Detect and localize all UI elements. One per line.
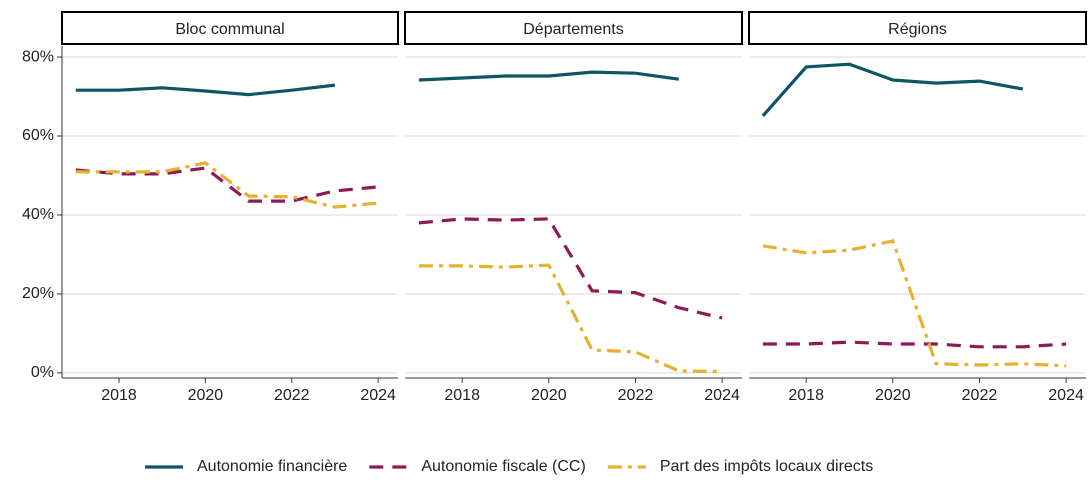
y-tick-label: 40% bbox=[22, 206, 54, 223]
x-tick-label: 2022 bbox=[274, 387, 310, 404]
series-line bbox=[75, 166, 379, 203]
strip bbox=[61, 11, 399, 45]
series-line bbox=[418, 217, 723, 320]
x-tick-label: 2018 bbox=[788, 387, 824, 404]
y-tick-label: 20% bbox=[22, 285, 54, 302]
series-line bbox=[75, 83, 336, 97]
x-tick-label: 2024 bbox=[1048, 387, 1084, 404]
series-line bbox=[75, 161, 379, 209]
x-tick-label: 2024 bbox=[360, 387, 396, 404]
legend-label: Part des impôts locaux directs bbox=[660, 458, 873, 475]
x-tick-label: 2020 bbox=[531, 387, 567, 404]
series-line bbox=[762, 340, 1067, 349]
x-tick-label: 2018 bbox=[101, 387, 137, 404]
series-line bbox=[418, 70, 680, 82]
y-tick-label: 60% bbox=[22, 127, 54, 144]
legend-label: Autonomie financière bbox=[197, 458, 347, 475]
series-line bbox=[762, 239, 1067, 368]
legend-label: Autonomie fiscale (CC) bbox=[421, 458, 586, 475]
strip bbox=[404, 11, 743, 45]
x-tick-label: 2020 bbox=[875, 387, 911, 404]
series-line bbox=[418, 263, 723, 374]
x-tick-label: 2022 bbox=[618, 387, 654, 404]
strip bbox=[748, 11, 1087, 45]
facet-title: Départements bbox=[523, 21, 624, 38]
x-tick-label: 2024 bbox=[704, 387, 740, 404]
x-tick-label: 2022 bbox=[962, 387, 998, 404]
series-line bbox=[761, 62, 1024, 117]
y-tick-label: 0% bbox=[31, 364, 54, 381]
y-tick-label: 80% bbox=[22, 48, 54, 65]
x-tick-label: 2020 bbox=[188, 387, 224, 404]
facet-title: Bloc communal bbox=[175, 21, 284, 38]
facet-title: Régions bbox=[888, 21, 947, 38]
x-tick-label: 2018 bbox=[444, 387, 480, 404]
